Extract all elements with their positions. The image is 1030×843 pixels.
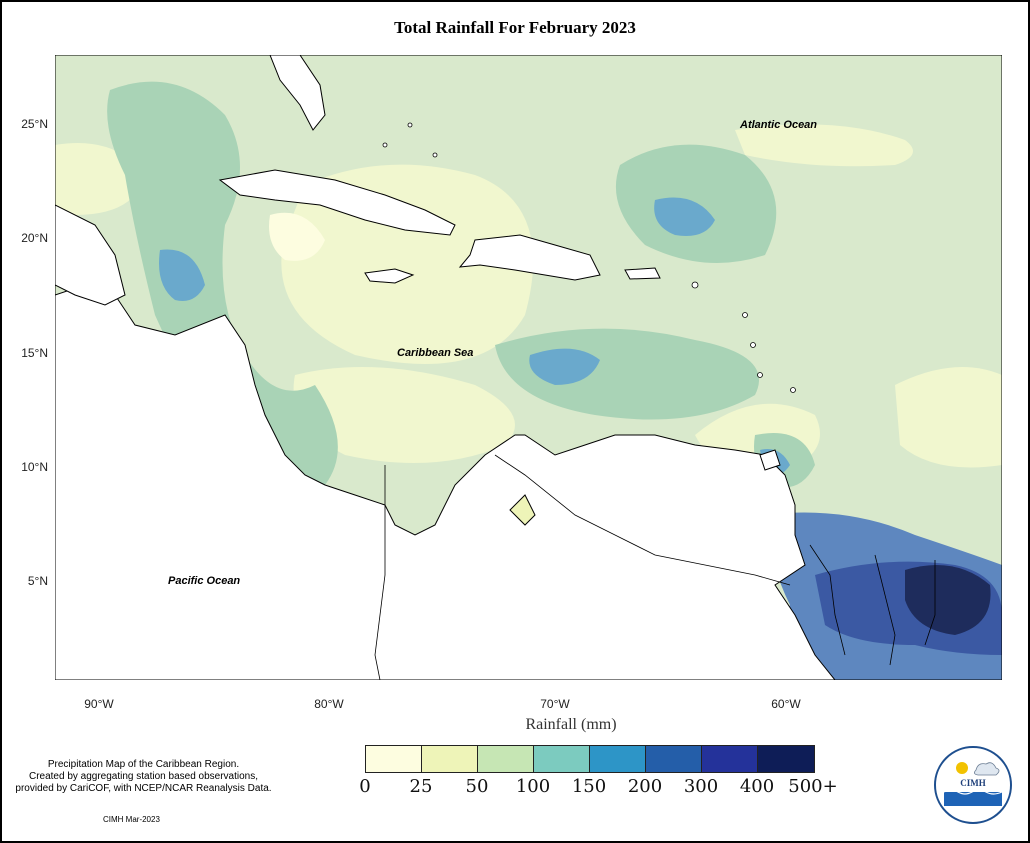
sun-icon [956, 762, 968, 774]
map-title: Total Rainfall For February 2023 [394, 18, 636, 37]
island [742, 312, 748, 318]
suriname-french-guiana-border [874, 554, 896, 666]
legend-label: 300 [683, 776, 719, 797]
trinidad-land [759, 449, 781, 471]
dry-zone-south [293, 367, 515, 463]
legend-swatch [366, 746, 422, 772]
cimh-logo: CIMH [934, 746, 1012, 824]
dry-zone-central [281, 164, 534, 364]
lake-maracaibo [509, 494, 536, 526]
extreme-zone-french-guiana [905, 565, 991, 635]
legend-labels: 0 25 50 100 150 200 300 400 500+ [340, 776, 860, 800]
x-tick-90w: 90°W [84, 697, 114, 711]
island [757, 372, 763, 378]
y-tick-10n: 10°N [21, 460, 48, 474]
footnote-line: Created by aggregating station based obs… [28, 771, 259, 782]
legend-label: 500+ [788, 776, 838, 797]
puerto-rico-land [624, 267, 661, 280]
legend-label: 100 [515, 776, 551, 797]
legend-swatch [534, 746, 590, 772]
cimh-logo-text: CIMH [960, 778, 986, 788]
legend-label: 200 [627, 776, 663, 797]
legend-swatch [590, 746, 646, 772]
legend-label: 50 [465, 776, 489, 797]
island [790, 387, 796, 393]
atlantic-ocean-label: Atlantic Ocean [740, 119, 818, 131]
island [407, 122, 413, 128]
pacific-ocean-label: Pacific Ocean [168, 575, 241, 587]
wave-icon [943, 789, 1003, 795]
dry-zone-atlantic [735, 124, 913, 167]
legend-swatch [478, 746, 534, 772]
y-tick-20n: 20°N [21, 231, 48, 245]
y-tick-5n: 5°N [27, 574, 48, 588]
driest-zone-cuba [269, 212, 325, 261]
moderate-zone-atlantic [654, 197, 715, 236]
colombia-border [374, 465, 386, 680]
island [382, 142, 388, 148]
legend-label: 25 [409, 776, 433, 797]
legend-swatch [702, 746, 758, 772]
mexico-yucatan-land [55, 204, 126, 306]
x-axis-label: Rainfall (mm) [525, 716, 617, 733]
island [691, 281, 699, 289]
footnote: Precipitation Map of the Caribbean Regio… [6, 759, 281, 795]
island [432, 152, 438, 158]
y-tick-15n: 15°N [21, 346, 48, 360]
moderate-zone-caribbean [529, 348, 600, 385]
legend-swatch [646, 746, 702, 772]
cloud-icon [974, 762, 1000, 776]
map-canvas [55, 55, 1002, 680]
florida-land [269, 55, 326, 131]
moderate-zone-honduras [159, 249, 205, 301]
venezuela-border [494, 454, 791, 586]
caribbean-sea-label: Caribbean Sea [397, 347, 474, 359]
x-tick-80w: 80°W [314, 697, 344, 711]
credit-text: CIMH Mar-2023 [103, 815, 160, 824]
cuba-land [218, 169, 456, 236]
footnote-line: provided by CariCOF, with NCEP/NCAR Rean… [15, 783, 272, 794]
footnote-line: Precipitation Map of the Caribbean Regio… [47, 759, 240, 770]
french-guiana-brazil-border [924, 560, 936, 646]
island [750, 342, 756, 348]
guyana-suriname-border [809, 544, 846, 656]
cimh-logo-graphic [943, 762, 1003, 806]
jamaica-land [364, 268, 415, 284]
legend-label: 400 [739, 776, 775, 797]
y-tick-25n: 25°N [21, 117, 48, 131]
hispaniola-land [458, 234, 601, 281]
dry-zone-east [895, 367, 1002, 468]
legend-swatch [758, 746, 814, 772]
central-south-america-land [55, 284, 836, 680]
rainfall-map [55, 55, 1002, 680]
rainfall-legend [365, 745, 815, 773]
legend-label: 0 [359, 776, 371, 797]
x-tick-60w: 60°W [771, 697, 801, 711]
water-icon [944, 792, 1002, 806]
x-tick-70w: 70°W [540, 697, 570, 711]
legend-swatch [422, 746, 478, 772]
legend-label: 150 [571, 776, 607, 797]
wet-zone-western-caribbean [107, 81, 338, 491]
